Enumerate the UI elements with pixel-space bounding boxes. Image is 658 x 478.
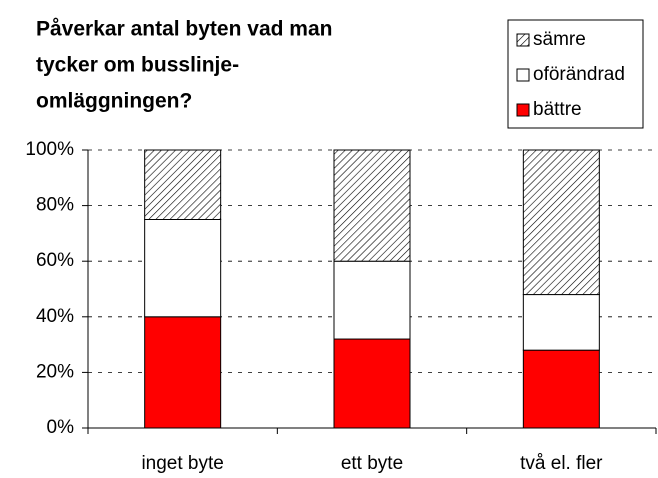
- bar-segment: [144, 219, 222, 318]
- bar-segment: [144, 149, 222, 220]
- legend-swatch: [516, 68, 530, 82]
- y-tick-label: 60%: [36, 250, 74, 271]
- bar-segment: [333, 338, 411, 429]
- bar-segment: [522, 349, 600, 429]
- bar-segment: [522, 149, 600, 296]
- y-tick-label: 0%: [47, 417, 75, 438]
- legend-label: bättre: [533, 99, 582, 120]
- legend-label: oförändrad: [533, 64, 625, 85]
- legend-box: [507, 19, 644, 129]
- bar-segment: [333, 260, 411, 340]
- y-tick-label: 40%: [36, 306, 74, 327]
- y-tick-label: 80%: [36, 195, 74, 216]
- chart-title: Påverkar antal byten vad man: [36, 18, 332, 41]
- bar-segment: [144, 316, 222, 429]
- y-tick-label: 20%: [36, 361, 74, 382]
- chart-title: tycker om busslinje-: [36, 54, 239, 77]
- x-tick-label: inget byte: [141, 453, 223, 473]
- legend-swatch: [516, 103, 530, 117]
- bar-segment: [522, 294, 600, 351]
- y-tick-label: 100%: [25, 139, 74, 160]
- legend-label: sämre: [533, 29, 586, 50]
- x-tick-label: två el. fler: [520, 453, 603, 473]
- bar-segment: [333, 149, 411, 262]
- x-tick-label: ett byte: [341, 453, 403, 473]
- legend-swatch: [516, 33, 530, 47]
- chart-title: omläggningen?: [36, 90, 192, 113]
